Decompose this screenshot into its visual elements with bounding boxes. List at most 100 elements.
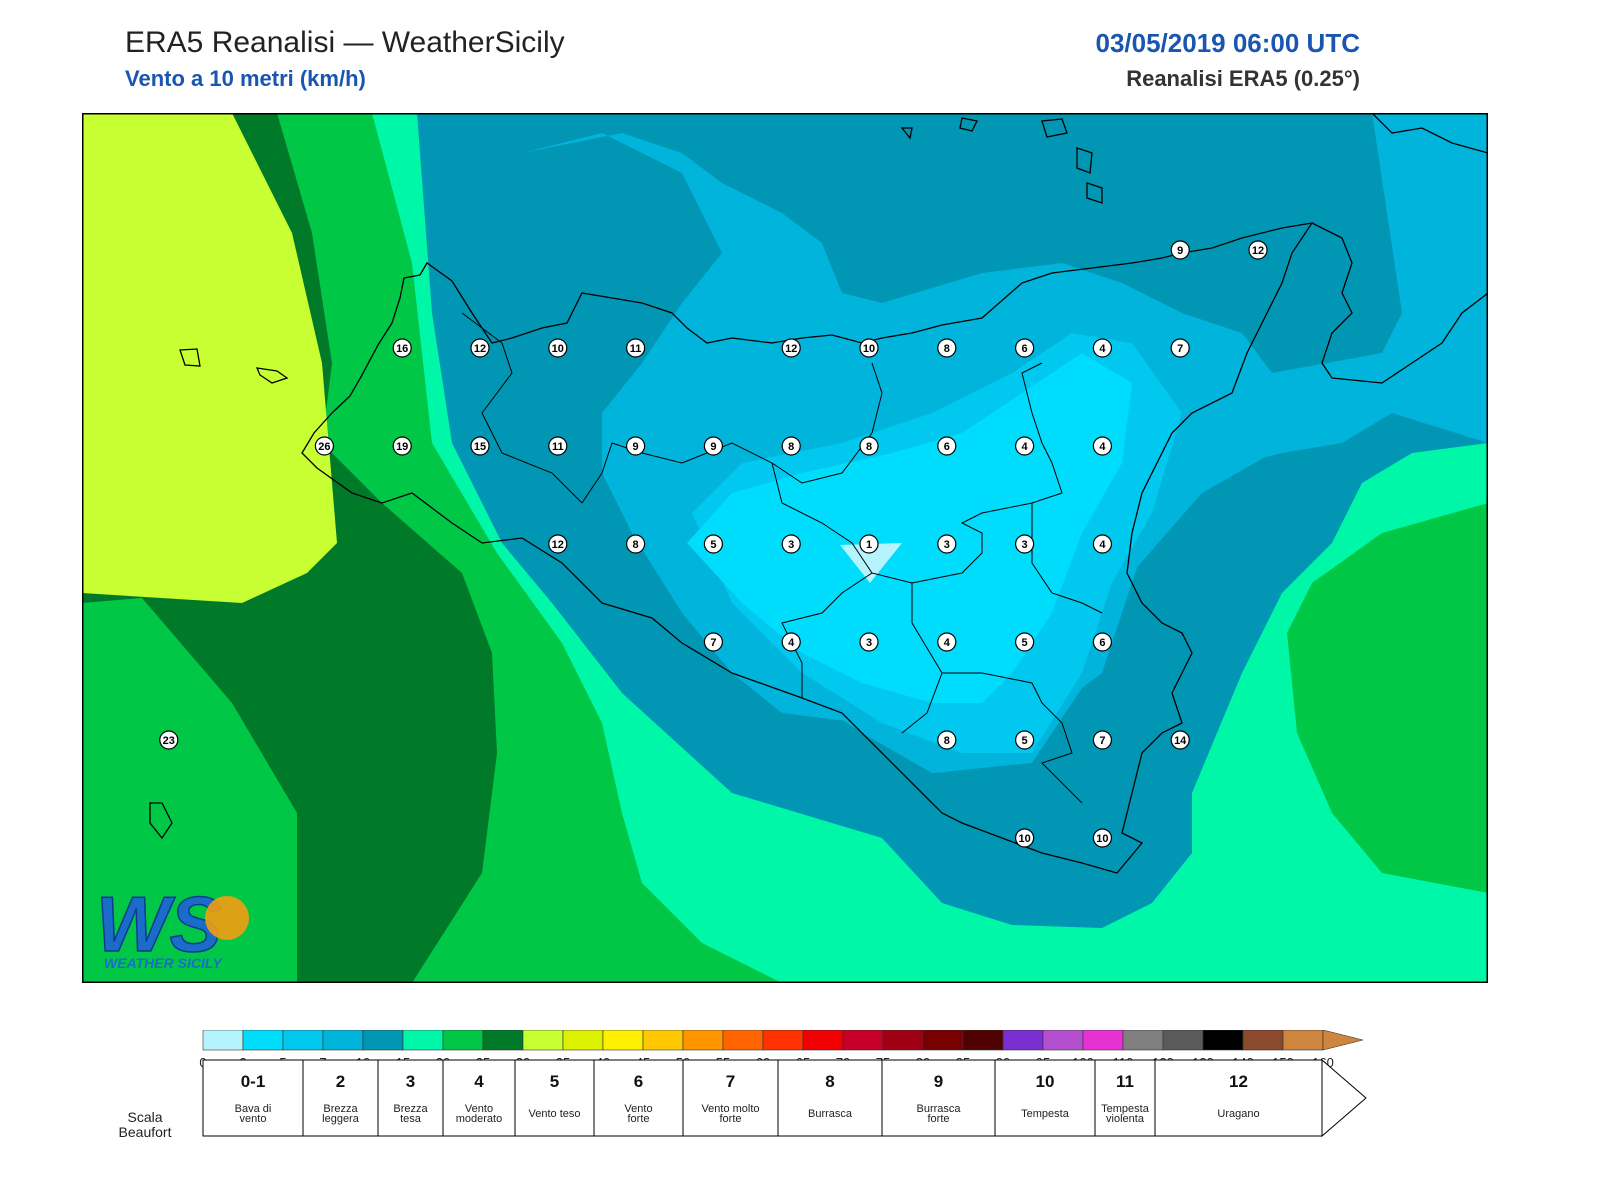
bubble-circle [1170,338,1190,358]
wind-value-bubble: 11 [625,338,646,358]
wind-value: 3 [1022,539,1028,551]
beaufort-cell: 5 Vento teso [514,1059,595,1137]
bubble-circle [314,436,334,456]
colorbar-swatch [202,1030,244,1051]
beaufort-number: 12 [1229,1072,1248,1091]
bubble-circle [781,436,801,456]
bubble-circle [859,534,879,554]
wind-value: 19 [396,441,408,453]
colorbar-swatch [362,1030,404,1051]
colorbar-swatch [642,1030,684,1051]
wind-value: 6 [1099,637,1105,649]
wind-value: 8 [944,735,950,747]
beaufort-description: Vento [465,1103,493,1115]
colorbar-arrow-icon [1322,1030,1364,1051]
wind-value: 15 [474,441,486,453]
bubble-circle [1014,338,1035,358]
bubble-circle [937,534,957,554]
beaufort-description: Burrasca [808,1108,853,1120]
beaufort-number: 6 [634,1072,643,1091]
bubble-circle [1092,338,1113,358]
colorbar-swatch [442,1030,484,1051]
beaufort-cell: 12 Uragano [1154,1059,1323,1137]
wind-value-labels: 16 12 10 11 12 10 8 6 4 7 26 19 15 11 9 9 8 8 6 4 4 12 8 5 3 1 3 3 4… [159,240,1268,848]
beaufort-description: Brezza [393,1103,428,1115]
wind-value-bubble: 3 [1014,534,1035,554]
wind-value: 6 [1022,343,1028,355]
beaufort-description: leggera [322,1113,360,1125]
colorbar-swatch [1282,1030,1324,1051]
colorbar-swatch [722,1030,764,1051]
bubble-circle [470,436,490,456]
wind-value: 11 [552,441,564,453]
wind-value: 8 [788,441,794,453]
bubble-circle [392,436,412,456]
wind-value-bubble: 7 [703,632,724,652]
wind-value: 10 [552,343,564,355]
bubble-circle [937,632,957,652]
bubble-circle [548,436,568,456]
bubble-circle [1014,828,1035,848]
wind-map: 16 12 10 11 12 10 8 6 4 7 26 19 15 11 9 9 8 8 6 4 4 12 8 5 3 1 3 3 4… [82,113,1488,983]
wind-value: 16 [396,343,408,355]
wind-value-bubble: 10 [1092,828,1113,848]
wind-value: 10 [1096,833,1108,845]
wind-value-bubble: 1 [859,534,879,554]
bubble-circle [859,436,879,456]
wind-value: 1 [866,539,872,551]
bubble-circle [1248,240,1268,260]
wind-value-bubble: 6 [937,436,957,456]
bubble-circle [937,338,957,358]
wind-value: 4 [1022,441,1029,453]
colorbar-swatch [402,1030,444,1051]
beaufort-cell-box [377,1059,444,1137]
beaufort-description: forte [719,1113,741,1125]
beaufort-description: Vento teso [529,1108,581,1120]
colorbar-swatch [922,1030,964,1051]
wind-value: 9 [633,441,639,453]
wind-value-bubble: 9 [625,436,646,456]
wind-value: 3 [944,539,950,551]
wind-value-bubble: 10 [548,338,568,358]
wind-band-20-25-west [82,598,297,983]
wind-value-bubble: 16 [392,338,412,358]
wind-value: 7 [710,637,716,649]
wind-value: 7 [1099,735,1105,747]
bubble-circle [1092,534,1113,554]
beaufort-number: 4 [474,1072,484,1091]
bubble-circle [1170,240,1190,260]
wind-value-bubble: 12 [1248,240,1268,260]
wind-value-bubble: 6 [1092,632,1113,652]
colorbar-swatch [602,1030,644,1051]
bubble-circle [703,436,724,456]
bubble-circle [625,338,646,358]
beaufort-scale-label: Scala Beaufort [118,1109,172,1140]
beaufort-number: 7 [726,1072,735,1091]
map-subtitle: Vento a 10 metri (km/h) [125,66,366,91]
bubble-circle [1014,534,1035,554]
wind-value: 23 [163,735,175,747]
wind-value-bubble: 10 [1014,828,1035,848]
wind-value-bubble: 4 [1092,338,1113,358]
colorbar-swatch [882,1030,924,1051]
wind-value-bubble: 3 [937,534,957,554]
wind-value: 4 [1099,441,1106,453]
colorbar-swatch [1042,1030,1084,1051]
wind-value-bubble: 19 [392,436,412,456]
beaufort-number: 8 [825,1072,834,1091]
colorbar-swatch [762,1030,804,1051]
wind-value-bubble: 4 [1092,534,1113,554]
wind-value: 10 [863,343,875,355]
beaufort-arrow-icon [1321,1058,1367,1138]
wind-value: 26 [318,441,330,453]
wind-value-bubble: 12 [470,338,490,358]
bubble-circle [859,632,879,652]
beaufort-description: vento [240,1113,267,1125]
colorbar-swatch [282,1030,324,1051]
wind-value: 12 [474,343,486,355]
bubble-circle [1014,730,1035,750]
beaufort-number: 2 [336,1072,345,1091]
